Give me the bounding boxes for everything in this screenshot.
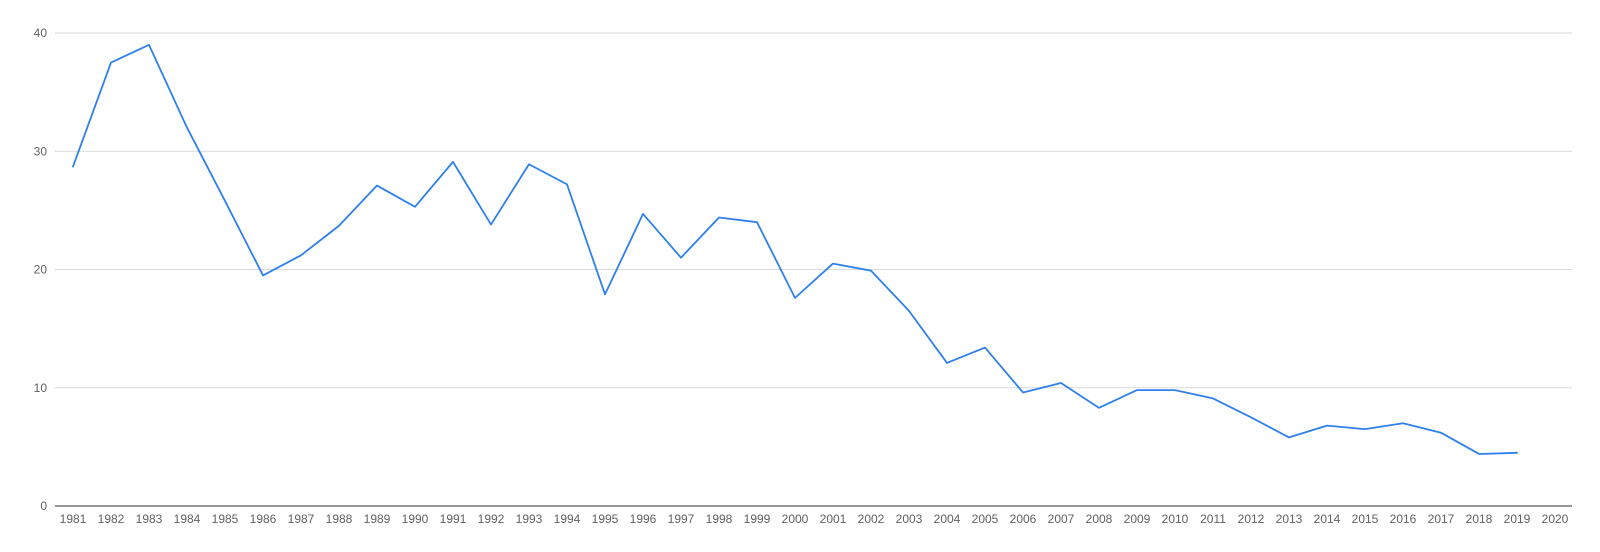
data-point xyxy=(261,273,265,277)
data-point xyxy=(717,215,721,219)
x-tick-label: 1988 xyxy=(326,512,353,526)
x-tick-label: 2005 xyxy=(972,512,999,526)
x-tick-label: 2019 xyxy=(1504,512,1531,526)
x-tick-label: 2015 xyxy=(1352,512,1379,526)
x-tick-label: 1989 xyxy=(364,512,391,526)
data-point xyxy=(451,160,455,164)
data-point xyxy=(679,256,683,260)
x-tick-label: 2016 xyxy=(1390,512,1417,526)
x-tick-label: 1997 xyxy=(668,512,695,526)
data-point xyxy=(109,61,113,65)
x-tick-label: 2014 xyxy=(1314,512,1341,526)
x-tick-label: 1985 xyxy=(212,512,239,526)
data-point xyxy=(527,162,531,166)
y-tick-label: 20 xyxy=(34,263,48,277)
x-tick-label: 2020 xyxy=(1542,512,1569,526)
data-point xyxy=(1477,452,1481,456)
x-tick-label: 1983 xyxy=(136,512,163,526)
data-point xyxy=(1135,388,1139,392)
x-tick-label: 2010 xyxy=(1162,512,1189,526)
data-point xyxy=(375,184,379,188)
x-tick-label: 1990 xyxy=(402,512,429,526)
data-point xyxy=(337,224,341,228)
series-layer xyxy=(71,43,1519,456)
x-tick-label: 2017 xyxy=(1428,512,1455,526)
x-tick-label: 2018 xyxy=(1466,512,1493,526)
x-tick-label: 1992 xyxy=(478,512,505,526)
data-point xyxy=(907,309,911,313)
x-tick-label: 1996 xyxy=(630,512,657,526)
x-tick-label: 2002 xyxy=(858,512,885,526)
data-point xyxy=(755,220,759,224)
x-tick-label: 2007 xyxy=(1048,512,1075,526)
data-point xyxy=(603,292,607,296)
data-point xyxy=(831,262,835,266)
x-tick-label: 1982 xyxy=(98,512,125,526)
data-point xyxy=(1249,415,1253,419)
data-point xyxy=(793,296,797,300)
x-tick-label: 1995 xyxy=(592,512,619,526)
y-tick-label: 30 xyxy=(34,144,48,158)
y-tick-label: 10 xyxy=(34,381,48,395)
data-point xyxy=(1097,406,1101,410)
data-point xyxy=(1363,427,1367,431)
x-tick-label: 2001 xyxy=(820,512,847,526)
data-point xyxy=(1059,381,1063,385)
x-axis-tick-labels: 1981 1982 1983 1984 1985 1986 1987 1988 1989 1990… xyxy=(60,512,1569,526)
x-tick-label: 1986 xyxy=(250,512,277,526)
y-axis-tick-labels: 0 10 20 30 40 xyxy=(34,26,48,513)
data-point xyxy=(869,269,873,273)
data-point xyxy=(1287,435,1291,439)
x-tick-label: 1981 xyxy=(60,512,87,526)
x-tick-label: 2012 xyxy=(1238,512,1265,526)
x-tick-label: 1993 xyxy=(516,512,543,526)
x-tick-label: 2008 xyxy=(1086,512,1113,526)
y-tick-label: 40 xyxy=(34,26,48,40)
y-tick-label: 0 xyxy=(40,499,47,513)
data-point xyxy=(983,346,987,350)
x-tick-label: 2013 xyxy=(1276,512,1303,526)
x-tick-label: 1987 xyxy=(288,512,315,526)
x-tick-label: 2003 xyxy=(896,512,923,526)
x-tick-label: 2011 xyxy=(1200,512,1226,526)
data-point xyxy=(641,212,645,216)
data-point xyxy=(413,205,417,209)
x-tick-label: 2000 xyxy=(782,512,809,526)
data-point xyxy=(71,165,75,169)
x-tick-label: 2009 xyxy=(1124,512,1151,526)
data-point xyxy=(1021,390,1025,394)
data-point xyxy=(223,199,227,203)
data-point xyxy=(565,182,569,186)
x-tick-label: 1999 xyxy=(744,512,771,526)
data-point xyxy=(147,43,151,47)
series-line xyxy=(72,43,1518,455)
data-point xyxy=(489,223,493,227)
x-tick-label: 1984 xyxy=(174,512,201,526)
x-tick-label: 1991 xyxy=(440,512,467,526)
data-point xyxy=(299,253,303,257)
gridlines xyxy=(55,32,1572,389)
data-point xyxy=(1439,431,1443,435)
x-tick-label: 1998 xyxy=(706,512,733,526)
data-point xyxy=(1401,421,1405,425)
data-point xyxy=(1211,396,1215,400)
x-tick-label: 2006 xyxy=(1010,512,1037,526)
data-point xyxy=(945,361,949,365)
data-point xyxy=(1515,451,1519,455)
x-tick-label: 1994 xyxy=(554,512,581,526)
data-point xyxy=(1325,424,1329,428)
x-tick-label: 2004 xyxy=(934,512,961,526)
data-point xyxy=(185,126,189,130)
data-point xyxy=(1173,388,1177,392)
